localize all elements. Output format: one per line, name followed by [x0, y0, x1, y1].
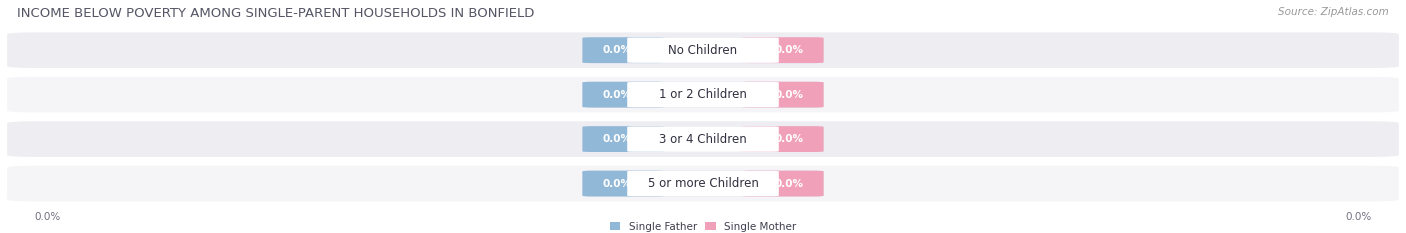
Text: 1 or 2 Children: 1 or 2 Children — [659, 88, 747, 101]
Text: 0.0%: 0.0% — [602, 134, 631, 144]
FancyBboxPatch shape — [741, 171, 824, 196]
FancyBboxPatch shape — [741, 126, 824, 152]
FancyBboxPatch shape — [582, 126, 824, 152]
FancyBboxPatch shape — [582, 82, 665, 108]
FancyBboxPatch shape — [7, 166, 1399, 201]
Text: 3 or 4 Children: 3 or 4 Children — [659, 133, 747, 146]
FancyBboxPatch shape — [741, 37, 824, 63]
FancyBboxPatch shape — [741, 82, 824, 108]
FancyBboxPatch shape — [7, 121, 1399, 157]
FancyBboxPatch shape — [627, 127, 779, 152]
FancyBboxPatch shape — [627, 82, 779, 107]
Text: 0.0%: 0.0% — [775, 178, 804, 188]
FancyBboxPatch shape — [7, 32, 1399, 68]
FancyBboxPatch shape — [7, 77, 1399, 113]
Text: No Children: No Children — [668, 44, 738, 57]
Text: INCOME BELOW POVERTY AMONG SINGLE-PARENT HOUSEHOLDS IN BONFIELD: INCOME BELOW POVERTY AMONG SINGLE-PARENT… — [17, 7, 534, 20]
Text: 0.0%: 0.0% — [35, 212, 60, 222]
Text: 0.0%: 0.0% — [775, 134, 804, 144]
Text: 0.0%: 0.0% — [775, 45, 804, 55]
Text: 0.0%: 0.0% — [602, 45, 631, 55]
Legend: Single Father, Single Mother: Single Father, Single Mother — [610, 222, 796, 232]
FancyBboxPatch shape — [627, 171, 779, 196]
Text: 0.0%: 0.0% — [775, 90, 804, 100]
Text: 5 or more Children: 5 or more Children — [648, 177, 758, 190]
FancyBboxPatch shape — [582, 171, 824, 196]
Text: 0.0%: 0.0% — [1346, 212, 1371, 222]
Text: Source: ZipAtlas.com: Source: ZipAtlas.com — [1278, 7, 1389, 17]
Text: 0.0%: 0.0% — [602, 90, 631, 100]
FancyBboxPatch shape — [582, 37, 665, 63]
FancyBboxPatch shape — [582, 37, 824, 63]
FancyBboxPatch shape — [582, 171, 665, 196]
Text: 0.0%: 0.0% — [602, 178, 631, 188]
FancyBboxPatch shape — [582, 82, 824, 108]
FancyBboxPatch shape — [582, 126, 665, 152]
FancyBboxPatch shape — [627, 38, 779, 63]
